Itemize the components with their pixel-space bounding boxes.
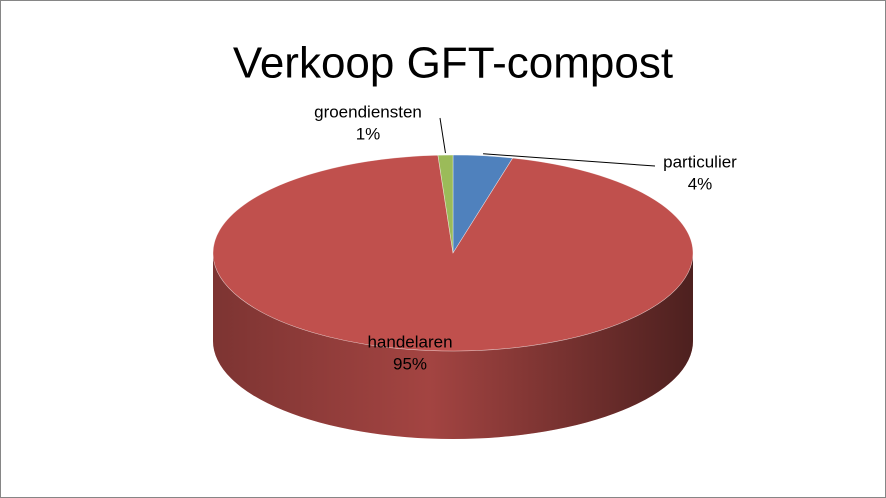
leader-line (439, 117, 446, 154)
slice-top (437, 154, 454, 254)
slice-label: particulier (663, 152, 737, 171)
slice-top (212, 154, 694, 352)
leader-line (483, 153, 656, 167)
slice (212, 154, 694, 439)
slice-label: groendiensten (314, 102, 422, 121)
chart-title: Verkoop GFT-compost (233, 39, 673, 88)
slice-label: handelaren (367, 332, 452, 351)
slice-value-label: 1% (356, 124, 381, 143)
slice-value-label: 4% (688, 174, 713, 193)
slice (437, 154, 454, 254)
slice-value-label: 95% (393, 354, 427, 373)
pie (212, 154, 694, 439)
labels: particulier 4% handelaren 95% groendiensten 1… (314, 102, 737, 373)
slice-side-shade (213, 253, 693, 439)
